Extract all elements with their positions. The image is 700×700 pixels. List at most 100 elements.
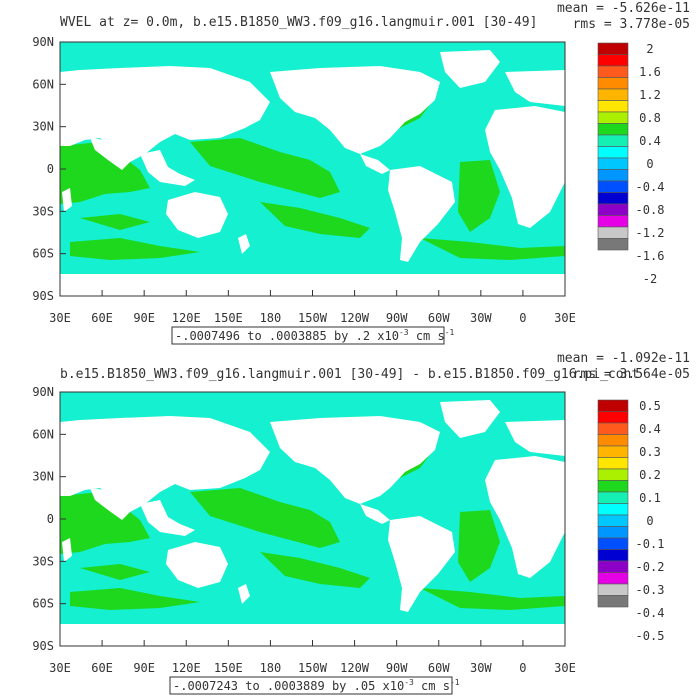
lat-label: 30N <box>32 470 54 484</box>
lon-label: 180 <box>260 311 282 325</box>
lat-label: 90S <box>32 289 54 303</box>
colorbar-swatch <box>597 526 629 539</box>
colorbar-label: -2 <box>643 272 657 286</box>
panel-1-range-unit-exp: -1 <box>445 328 455 337</box>
lon-label: 90W <box>386 311 408 325</box>
colorbar-swatch <box>597 169 629 182</box>
colorbar-swatch <box>597 88 629 101</box>
lat-label: 60S <box>32 247 54 261</box>
lon-label: 30E <box>49 311 71 325</box>
lon-label: 60E <box>91 661 113 675</box>
colorbar-label: -0.4 <box>636 606 665 620</box>
colorbar-swatch <box>597 100 629 113</box>
colorbar-swatch <box>597 192 629 205</box>
lon-label: 30W <box>470 661 492 675</box>
lon-label: 180 <box>260 661 282 675</box>
colorbar-swatch <box>597 111 629 124</box>
colorbar-swatch <box>597 595 629 608</box>
colorbar-swatch <box>597 215 629 228</box>
panel-1-colorbar: 2 1.6 1.2 0.8 0.4 0 -0.4 -0.8 -1.2 -1.6 -2 <box>597 42 665 286</box>
panel-2-range-exp: -3 <box>404 678 414 687</box>
colorbar-swatch <box>597 399 629 412</box>
panel-2-range-text: -.0007243 to .0003889 by .05 x10 <box>173 679 404 693</box>
lat-label: 0 <box>47 162 54 176</box>
lat-label: 30S <box>32 554 54 568</box>
colorbar-label: 1.6 <box>639 65 661 79</box>
panel-2-rms: rms = 3.564e-05 <box>573 367 690 382</box>
lon-label: 120E <box>172 311 201 325</box>
colorbar-swatch <box>597 480 629 493</box>
panel-1: WVEL at z= 0.0m, b.e15.B1850_WW3.f09_g16… <box>32 1 690 345</box>
lon-label: 120W <box>340 661 370 675</box>
colorbar-label: -0.5 <box>636 629 665 643</box>
panel-1-mean: mean = -5.626e-11 <box>557 1 690 16</box>
panel-2-lon-axis: 30E 60E 90E 120E 150E 180 150W 120W 90W 60W 30W 0 30… <box>49 640 576 675</box>
lon-label: 30E <box>49 661 71 675</box>
colorbar-swatch <box>597 54 629 67</box>
colorbar-label: 0.8 <box>639 111 661 125</box>
panel-1-lat-axis: 90N 60N 30N 0 30S 60S 90S <box>32 35 66 303</box>
lat-label: 60N <box>32 77 54 91</box>
lat-label: 30N <box>32 120 54 134</box>
panel-1-range-exp: -3 <box>399 328 409 337</box>
lon-label: 60E <box>91 311 113 325</box>
colorbar-label: 0.5 <box>639 399 661 413</box>
colorbar-label: -0.8 <box>636 203 665 217</box>
colorbar-swatch <box>597 560 629 573</box>
colorbar-label: 1.2 <box>639 88 661 102</box>
colorbar-label: 2 <box>646 42 653 56</box>
colorbar-label: 0.3 <box>639 445 661 459</box>
colorbar-swatch <box>597 491 629 504</box>
panel-1-range-text: -.0007496 to .0003885 by .2 x10 <box>175 329 399 343</box>
colorbar-label: -0.4 <box>636 180 665 194</box>
colorbar-label: -0.2 <box>636 560 665 574</box>
lon-label: 60W <box>428 661 450 675</box>
colorbar-swatch <box>597 157 629 170</box>
colorbar-label: 0.1 <box>639 491 661 505</box>
panel-2-mean: mean = -1.092e-11 <box>557 351 690 366</box>
lon-label: 90E <box>133 661 155 675</box>
colorbar-swatch <box>597 146 629 159</box>
colorbar-label: 0.4 <box>639 134 661 148</box>
lon-label: 150W <box>298 661 328 675</box>
lon-label: 150W <box>298 311 328 325</box>
lon-label: 30E <box>554 311 576 325</box>
colorbar-swatch <box>597 583 629 596</box>
lon-label: 0 <box>519 661 526 675</box>
colorbar-label: 0.4 <box>639 422 661 436</box>
colorbar-swatch <box>597 537 629 550</box>
colorbar-swatch <box>597 42 629 55</box>
svg-text:-.0007496 to .0003885 by .2 x1: -.0007496 to .0003885 by .2 x10-3 cm s-1 <box>175 328 455 343</box>
colorbar-swatch <box>597 549 629 562</box>
colorbar-swatch <box>597 411 629 424</box>
panel-2-title: b.e15.B1850_WW3.f09_g16.langmuir.001 [30… <box>60 367 639 382</box>
colorbar-swatch <box>597 65 629 78</box>
panel-1-title: WVEL at z= 0.0m, b.e15.B1850_WW3.f09_g16… <box>60 15 537 30</box>
lat-label: 60N <box>32 427 54 441</box>
lat-label: 90N <box>32 35 54 49</box>
colorbar-swatch <box>597 503 629 516</box>
lat-label: 30S <box>32 204 54 218</box>
panel-2-lat-axis: 90N 60N 30N 0 30S 60S 90S <box>32 385 66 653</box>
panel-2-range-unit-exp: -1 <box>450 678 460 687</box>
panel-1-range-note: -.0007496 to .0003885 by .2 x10-3 cm s-1 <box>171 326 455 345</box>
colorbar-swatch <box>597 180 629 193</box>
lon-label: 90E <box>133 311 155 325</box>
colorbar-swatch <box>597 134 629 147</box>
lat-label: 60S <box>32 597 54 611</box>
colorbar-swatch <box>597 226 629 239</box>
colorbar-swatch <box>597 434 629 447</box>
colorbar-label: 0 <box>646 157 653 171</box>
panel-2: b.e15.B1850_WW3.f09_g16.langmuir.001 [30… <box>32 351 690 695</box>
panel-1-rms: rms = 3.778e-05 <box>573 17 690 32</box>
lon-label: 30W <box>470 311 492 325</box>
colorbar-swatch <box>597 123 629 136</box>
colorbar-label: -1.6 <box>636 249 665 263</box>
lat-label: 90S <box>32 639 54 653</box>
colorbar-swatch <box>597 572 629 585</box>
lon-label: 120W <box>340 311 370 325</box>
panel-2-range-note: -.0007243 to .0003889 by .05 x10-3 cm s-… <box>169 676 460 695</box>
panel-2-range-unit: cm s <box>414 679 450 693</box>
panel-1-lon-axis: 30E 60E 90E 120E 150E 180 150W 120W 90W 60W 30W 0 30… <box>49 290 576 325</box>
